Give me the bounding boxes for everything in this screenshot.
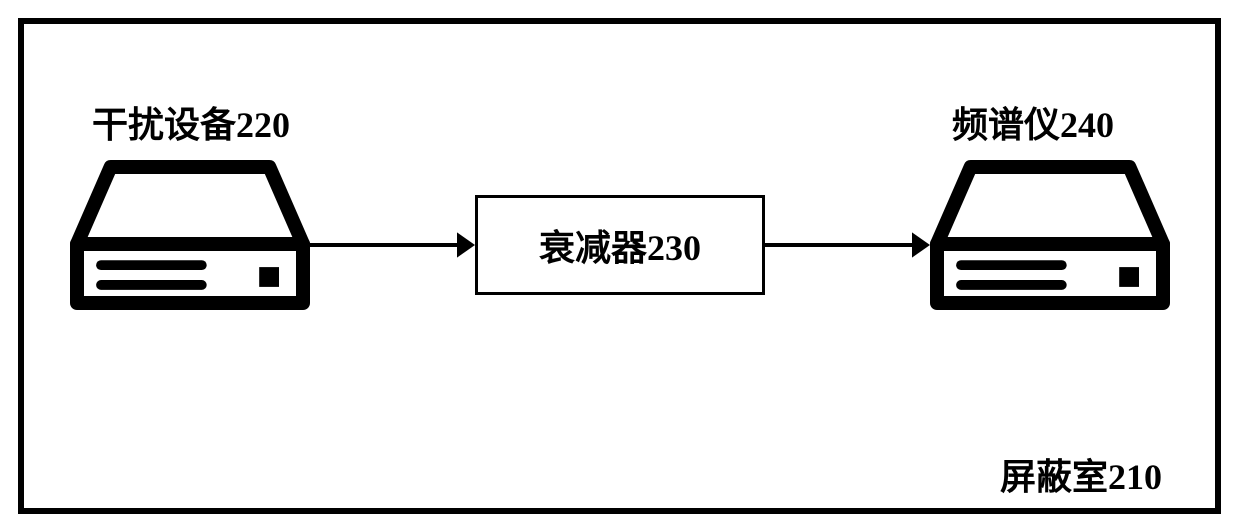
attenuator-box: 衰减器230: [475, 195, 765, 295]
arrow-device-to-attenuator: [310, 223, 475, 272]
diagram-canvas: 干扰设备220 频谱仪240 衰减器230 屏蔽室210: [0, 0, 1239, 532]
interference-device-label: 干扰设备220: [92, 96, 290, 148]
shielded-room-label: 屏蔽室210: [1000, 448, 1162, 500]
arrow-attenuator-to-analyzer: [765, 223, 930, 272]
attenuator-label: 衰减器230: [539, 219, 701, 271]
spectrum-analyzer-icon: [930, 160, 1170, 310]
interference-device-icon: [70, 160, 310, 310]
spectrum-analyzer-label: 频谱仪240: [952, 96, 1114, 148]
